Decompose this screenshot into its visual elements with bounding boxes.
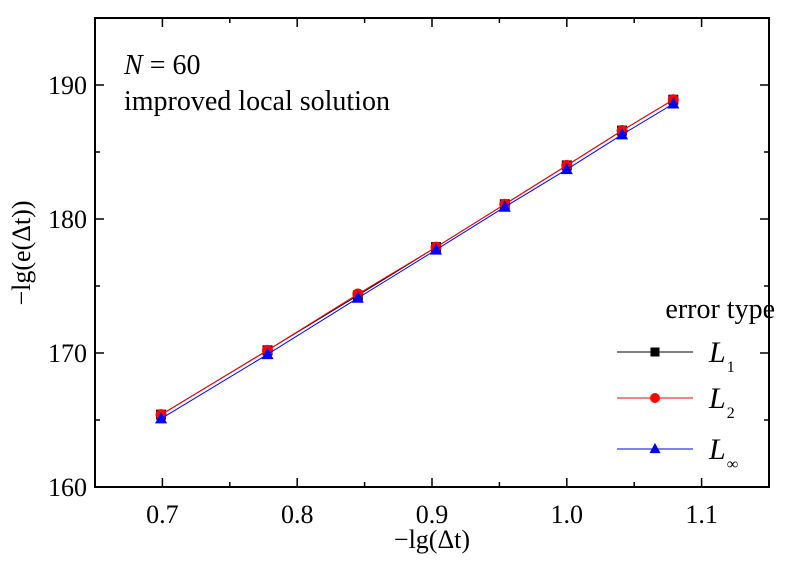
triangle-marker [649, 442, 661, 454]
legend-label: L2 [708, 382, 735, 422]
circle-marker [650, 393, 660, 403]
triangle-marker [616, 127, 629, 140]
annotation-n: N = 60 [123, 50, 200, 81]
triangle-marker [351, 291, 364, 303]
triangle-marker [667, 97, 680, 109]
series-layer [155, 94, 680, 424]
y-tick-label: 180 [48, 205, 87, 234]
series-L2 [155, 94, 679, 421]
series-line [160, 103, 674, 420]
x-axis-label: −lg(Δt) [394, 525, 470, 554]
y-tick-label: 190 [48, 71, 87, 100]
legend-label: L1 [708, 336, 735, 376]
legend-items: L1 L2 L∞ [617, 336, 738, 473]
y-tick-label: 170 [48, 339, 87, 368]
legend: error type L1 L2 L∞ [617, 294, 775, 473]
y-tick-label: 160 [48, 473, 87, 502]
annotation-n-value: = 60 [143, 50, 201, 81]
triangle-marker [155, 411, 168, 424]
triangle-marker [498, 200, 511, 212]
legend-title: error type [665, 294, 775, 325]
y-axis-label: −lg(e(Δt)) [7, 200, 36, 305]
x-tick-label: 1.0 [551, 500, 584, 529]
axis-ticks [95, 18, 769, 488]
series-line [160, 99, 674, 416]
axis-labels: 0.7 0.8 0.9 1.0 1.1 160 170 180 190 [48, 71, 718, 529]
square-marker [650, 347, 660, 357]
annotation-n-symbol: N [123, 50, 144, 81]
x-tick-label: 0.7 [146, 500, 179, 529]
legend-item-L∞: L∞ [617, 433, 738, 473]
legend-item-L2: L2 [617, 382, 735, 422]
x-tick-label: 1.1 [685, 500, 718, 529]
x-tick-label: 0.8 [281, 500, 314, 529]
legend-item-L1: L1 [617, 336, 735, 376]
triangle-marker [560, 162, 573, 175]
annotation-method: improved local solution [124, 86, 390, 117]
legend-label: L∞ [708, 433, 738, 473]
triangle-marker [261, 347, 274, 360]
series-L∞ [155, 97, 680, 424]
x-tick-label: 0.9 [416, 500, 449, 529]
triangle-marker [430, 243, 443, 255]
